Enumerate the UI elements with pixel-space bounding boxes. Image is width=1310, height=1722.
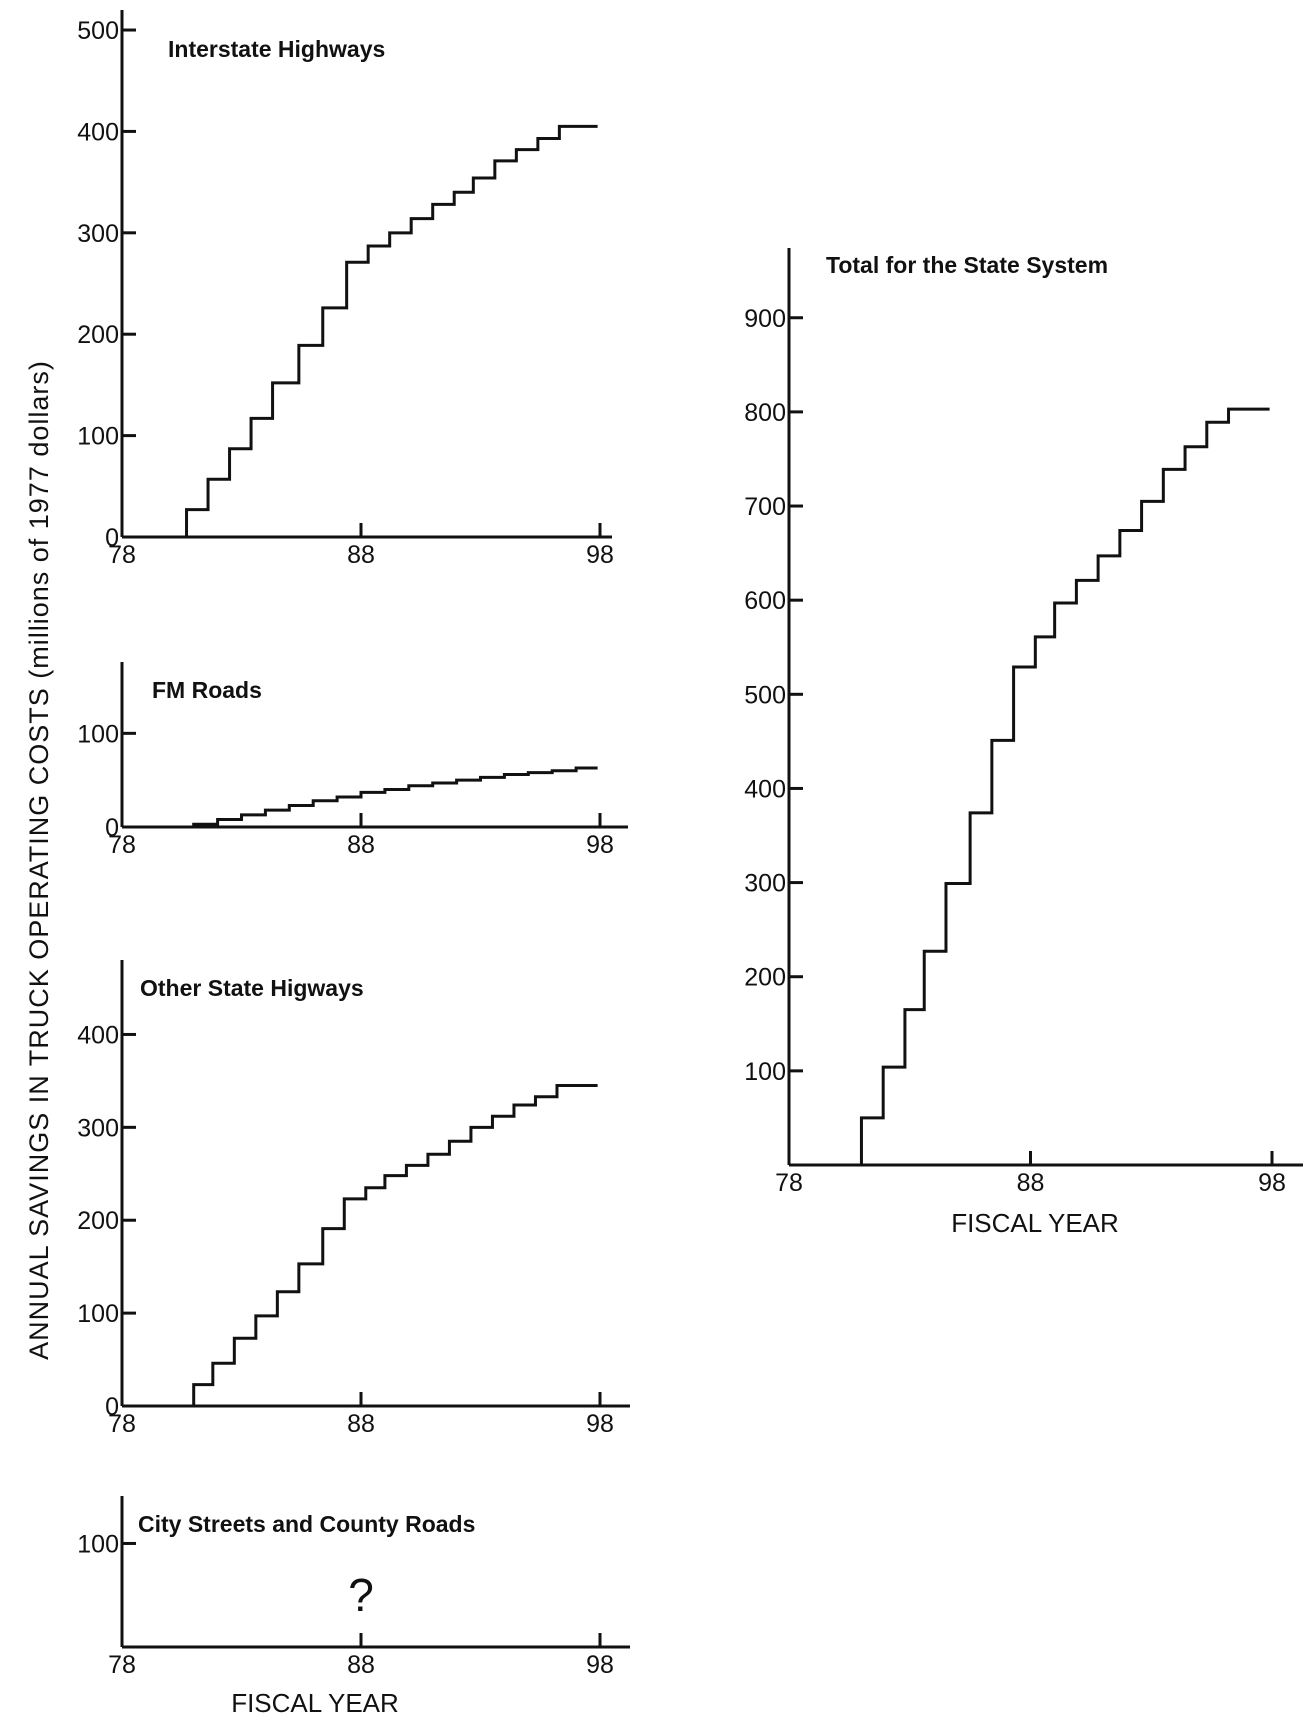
y-tick-label-total: 700 (744, 493, 786, 521)
y-tick-label-total: 800 (744, 399, 786, 427)
y-tick-label-total: 400 (744, 775, 786, 803)
x-axis-title-left: FISCAL YEAR (231, 1688, 399, 1718)
step-series-fm (122, 766, 598, 829)
chart-city: City Streets and County Roads 100 78 88 98? (77, 1496, 630, 1679)
y-tick-label-other: 100 (77, 1300, 119, 1328)
x-tick-label-city: 98 (586, 1651, 614, 1679)
x-tick-label-interstate: 88 (347, 541, 375, 569)
x-tick-label-other: 88 (347, 1410, 375, 1438)
y-tick-label-fm: 0 (105, 814, 119, 842)
y-tick-label-city: 100 (77, 1530, 119, 1558)
y-tick-label-total: 100 (744, 1058, 786, 1086)
chart-interstate: Interstate Highways 0 100 200 300 400 500 78 88 9… (77, 10, 614, 569)
y-tick-label-interstate: 500 (77, 17, 119, 45)
chart-title-interstate: Interstate Highways (168, 36, 385, 62)
y-tick-label-other: 300 (77, 1114, 119, 1142)
x-tick-label-total: 78 (775, 1169, 803, 1197)
step-series-interstate (122, 124, 598, 539)
y-tick-label-total: 900 (744, 305, 786, 333)
chart-title-fm: FM Roads (152, 677, 262, 703)
y-tick-label-other: 200 (77, 1207, 119, 1235)
x-tick-label-interstate: 78 (108, 541, 136, 569)
chart-total: Total for the State System 100 200 300 400 50… (744, 248, 1303, 1197)
y-tick-label-interstate: 400 (77, 118, 119, 146)
x-tick-label-fm: 78 (108, 831, 136, 859)
y-tick-label-total: 200 (744, 964, 786, 992)
y-tick-label-other: 400 (77, 1021, 119, 1049)
step-series-total (789, 407, 1270, 1167)
chart-title-other: Other State Higways (140, 975, 364, 1001)
chart-fm: FM Roads 0 100 78 88 98 (77, 662, 628, 859)
chart-title-total: Total for the State System (826, 252, 1108, 278)
x-tick-label-interstate: 98 (586, 541, 614, 569)
chart-panels: Interstate Highways 0 100 200 300 400 500 78 88 9… (77, 10, 1303, 1679)
y-tick-label-interstate: 100 (77, 423, 119, 451)
x-axis-title-right: FISCAL YEAR (951, 1208, 1119, 1238)
y-tick-label-other: 0 (105, 1393, 119, 1421)
x-tick-label-fm: 88 (347, 831, 375, 859)
y-axis-title: ANNUAL SAVINGS IN TRUCK OPERATING COSTS … (24, 360, 54, 1360)
x-tick-label-other: 78 (108, 1410, 136, 1438)
y-tick-label-fm: 100 (77, 720, 119, 748)
y-tick-label-interstate: 300 (77, 220, 119, 248)
y-tick-label-total: 300 (744, 870, 786, 898)
y-tick-label-total: 500 (744, 681, 786, 709)
y-tick-label-interstate: 0 (105, 524, 119, 552)
step-series-other (122, 1084, 598, 1408)
y-tick-label-total: 600 (744, 587, 786, 615)
chart-title-city: City Streets and County Roads (138, 1511, 475, 1537)
chart-other: Other State Higways 0 100 200 300 400 78 88 98 (77, 960, 630, 1438)
annotation-city: ? (348, 1569, 374, 1621)
x-tick-label-city: 88 (347, 1651, 375, 1679)
x-tick-label-city: 78 (108, 1651, 136, 1679)
x-tick-label-fm: 98 (586, 831, 614, 859)
x-tick-label-other: 98 (586, 1410, 614, 1438)
y-tick-label-interstate: 200 (77, 321, 119, 349)
x-tick-label-total: 98 (1258, 1169, 1286, 1197)
x-tick-label-total: 88 (1017, 1169, 1045, 1197)
